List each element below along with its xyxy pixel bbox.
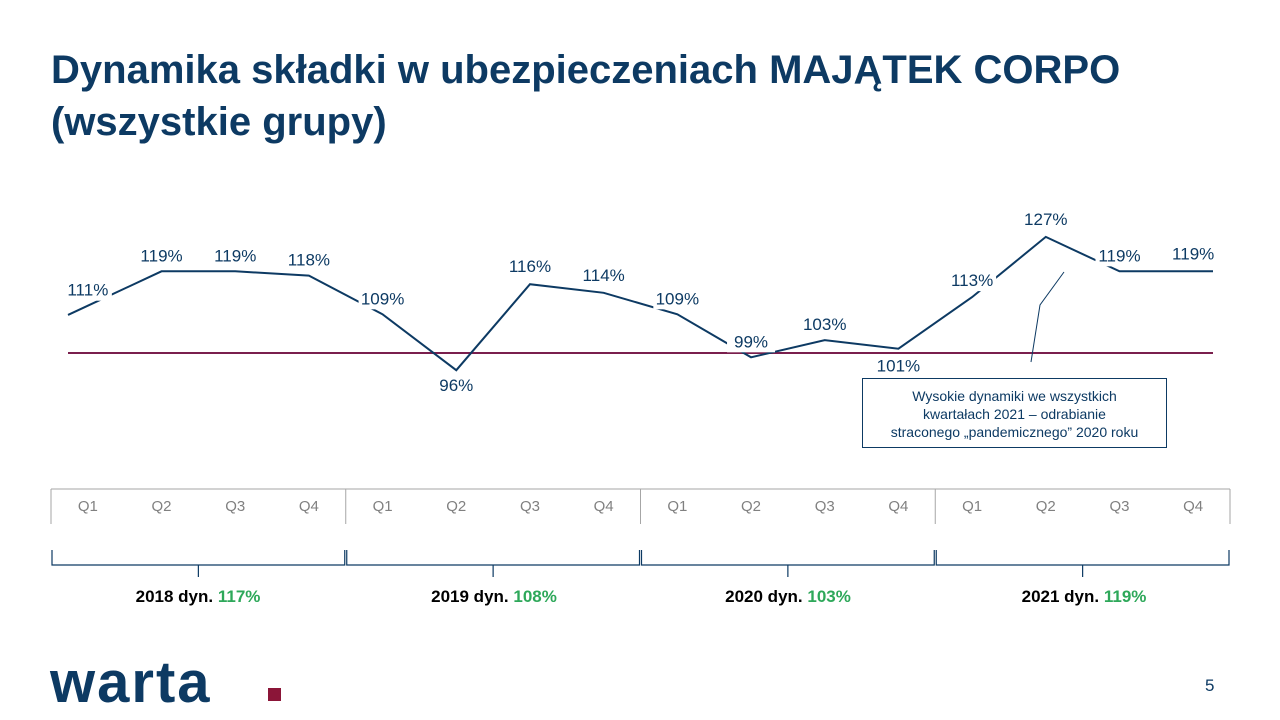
data-label: 116% [509, 257, 551, 276]
quarter-tick-label: Q1 [962, 498, 982, 515]
quarter-tick-label: Q1 [667, 498, 687, 515]
year-bracket [640, 550, 935, 577]
data-label: 119% [1172, 244, 1214, 263]
quarter-tick-label: Q4 [594, 498, 614, 515]
year-summary-label: 2020 dyn. [725, 587, 803, 606]
data-label: 113% [951, 271, 993, 290]
year-summary-value: 108% [513, 587, 557, 606]
annotation-line-3: straconego „pandemicznego” 2020 roku [890, 424, 1139, 440]
warta-logo: warta [50, 650, 212, 715]
data-label-bg [137, 244, 186, 267]
year-summary-label: 2019 dyn. [431, 587, 509, 606]
year-summary-label: 2021 dyn. [1021, 587, 1100, 606]
data-label: 109% [656, 289, 699, 308]
data-label-bg [874, 354, 923, 377]
year-bracket [935, 550, 1230, 577]
page-title-line-2: (wszystkie grupy) [51, 100, 387, 144]
year-summary-2018: 2018 dyn. 117% [51, 587, 345, 607]
quarter-tick-label: Q3 [1109, 498, 1129, 515]
quarter-tick-label: Q2 [152, 498, 172, 515]
data-label: 119% [140, 246, 182, 265]
annotation-line-2: kwartałach 2021 – odrabianie [923, 406, 1106, 422]
year-summary-label: 2018 dyn. [135, 587, 214, 606]
data-label-bg [1169, 242, 1218, 265]
quarter-tick-label: Q3 [520, 498, 540, 515]
annotation-pointer [1030, 271, 1065, 363]
data-label-bg [63, 278, 112, 301]
data-label-bg [432, 374, 481, 397]
quarter-tick-label: Q3 [225, 498, 245, 515]
data-label: 109% [361, 289, 404, 308]
page-title: Dynamika składki w ubezpieczeniach MAJĄT… [51, 44, 1251, 148]
data-label: 127% [1024, 210, 1067, 229]
data-label: 99% [734, 332, 768, 351]
logo-dot [268, 688, 281, 701]
quarter-tick-label: Q3 [815, 498, 835, 515]
quarter-tick-label: Q4 [888, 498, 908, 515]
data-label-bg [653, 287, 702, 310]
data-label-bg [505, 255, 554, 278]
data-label-bg [358, 287, 407, 310]
year-bracket [51, 550, 346, 577]
year-bracket [346, 550, 641, 577]
data-label-bg [211, 244, 260, 267]
data-label: 96% [439, 376, 473, 395]
data-label: 101% [877, 357, 920, 376]
quarter-tick-label: Q2 [1036, 498, 1056, 515]
data-label: 114% [583, 266, 625, 285]
data-label-bg [1095, 244, 1144, 267]
data-label-bg [579, 263, 628, 286]
data-label-bg [1021, 207, 1070, 230]
quarter-tick-label: Q4 [1183, 498, 1203, 515]
quarter-tick-label: Q1 [78, 498, 98, 515]
year-summary-2019: 2019 dyn. 108% [347, 587, 641, 607]
year-summary-value: 103% [807, 587, 851, 606]
page-number: 5 [1205, 676, 1215, 695]
data-label-bg [284, 248, 333, 271]
data-label: 103% [803, 315, 846, 334]
data-label: 119% [1098, 246, 1140, 265]
year-summary-2021: 2021 dyn. 119% [937, 587, 1231, 607]
page-title-line-1: Dynamika składki w ubezpieczeniach MAJĄT… [51, 48, 1121, 92]
annotation-line-1: Wysokie dynamiki we wszystkich [912, 388, 1117, 404]
year-summary-value: 117% [217, 587, 261, 606]
data-label-bg [800, 313, 849, 336]
quarter-tick-label: Q1 [373, 498, 393, 515]
quarter-tick-label: Q4 [299, 498, 319, 515]
annotation-box: Wysokie dynamiki we wszystkich kwartałac… [862, 378, 1167, 448]
quarter-tick-label: Q2 [446, 498, 466, 515]
year-summary-value: 119% [1103, 587, 1147, 606]
data-label: 119% [214, 246, 256, 265]
data-label-bg [948, 269, 997, 292]
year-summary-2020: 2020 dyn. 103% [641, 587, 935, 607]
series-line [67, 235, 1213, 372]
data-label-bg [727, 330, 776, 353]
data-label: 118% [288, 251, 330, 270]
data-label: 111% [67, 281, 108, 300]
quarter-tick-label: Q2 [741, 498, 761, 515]
